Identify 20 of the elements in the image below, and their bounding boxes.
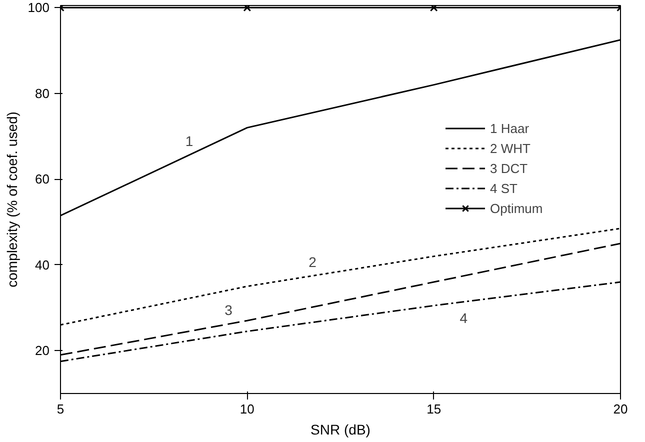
y-tick-label: 80: [35, 86, 50, 101]
x-tick-label: 20: [613, 402, 628, 416]
legend-label: 3 DCT: [490, 160, 528, 176]
x-axis-title: SNR (dB): [310, 422, 370, 438]
y-tick-label: 20: [35, 343, 50, 358]
x-tick-label: 15: [426, 402, 442, 416]
legend-label: 4 ST: [490, 180, 518, 196]
x-tick-label: 5: [56, 402, 64, 416]
annotation: 2: [308, 254, 317, 270]
annotation: 4: [460, 310, 468, 326]
legend-label: 1 Haar: [490, 120, 530, 136]
annotation: 3: [224, 302, 233, 318]
annotation: 1: [185, 132, 194, 149]
legend-label: Optimum: [490, 200, 543, 216]
y-tick-label: 100: [28, 0, 50, 16]
y-tick-label: 40: [35, 257, 50, 272]
x-tick-label: 10: [240, 402, 254, 416]
y-tick-label: 60: [35, 172, 50, 187]
y-axis-title: complexity (% of coef. used): [4, 112, 20, 288]
legend-label: 2 WHT: [490, 140, 530, 156]
